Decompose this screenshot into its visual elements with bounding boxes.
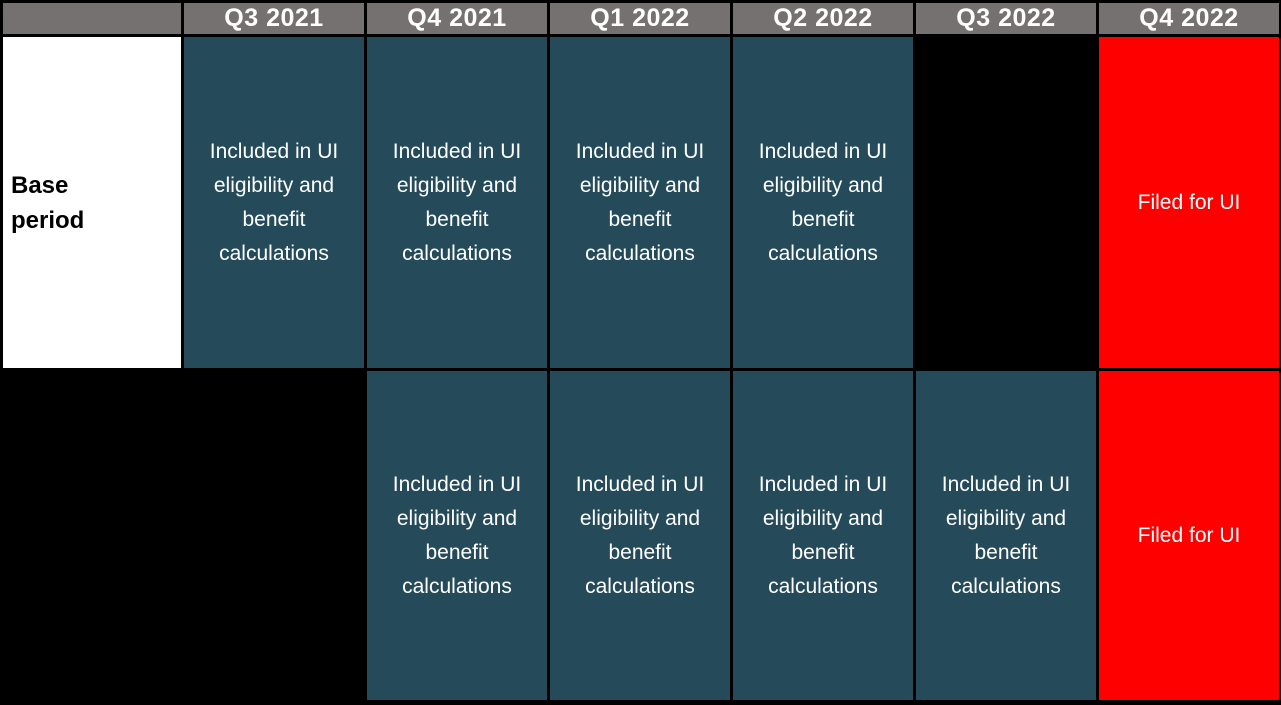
filed-for-ui-cell-r2: Filed for UI <box>1099 371 1279 700</box>
included-cell-r2-q1-2022: Included in UI eligibility and benefit c… <box>550 371 730 700</box>
blank-cell-r2-q3-2021 <box>184 371 364 700</box>
header-cell-q4-2022: Q4 2022 <box>1099 3 1279 34</box>
included-cell-r2-q2-2022: Included in UI eligibility and benefit c… <box>733 371 913 700</box>
header-cell-q3-2022: Q3 2022 <box>916 3 1096 34</box>
included-cell-r1-q3-2021: Included in UI eligibility and benefit c… <box>184 37 364 368</box>
included-cell-r1-q1-2022: Included in UI eligibility and benefit c… <box>550 37 730 368</box>
included-cell-r2-q4-2021: Included in UI eligibility and benefit c… <box>367 371 547 700</box>
included-cell-r1-q2-2022: Included in UI eligibility and benefit c… <box>733 37 913 368</box>
blank-cell-r2-label <box>3 371 181 700</box>
header-cell-q2-2022: Q2 2022 <box>733 3 913 34</box>
base-period-label-cell: Base period <box>3 37 181 368</box>
header-cell-q1-2022: Q1 2022 <box>550 3 730 34</box>
header-cell-q4-2021: Q4 2021 <box>367 3 547 34</box>
blank-cell-r1-q3-2022 <box>916 37 1096 368</box>
included-cell-r1-q4-2021: Included in UI eligibility and benefit c… <box>367 37 547 368</box>
filed-for-ui-cell-r1: Filed for UI <box>1099 37 1279 368</box>
included-cell-r2-q3-2022: Included in UI eligibility and benefit c… <box>916 371 1096 700</box>
header-cell-q3-2021: Q3 2021 <box>184 3 364 34</box>
header-cell-blank <box>3 3 181 34</box>
